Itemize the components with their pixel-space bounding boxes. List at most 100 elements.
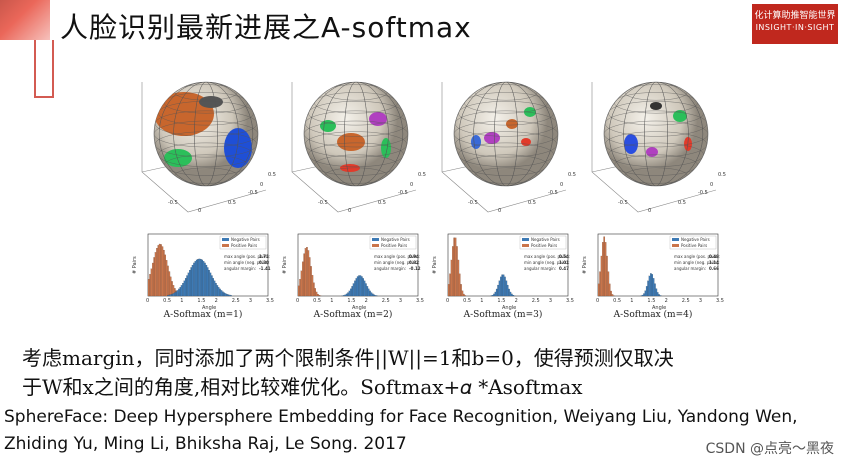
negative-pairs-bar <box>219 288 221 297</box>
sphere-tick-label: -0.5 <box>468 200 478 206</box>
latitude-line <box>158 142 254 167</box>
negative-pairs-bar <box>351 286 354 297</box>
negative-pairs-bar <box>189 269 191 297</box>
negative-pairs-bar <box>184 278 187 297</box>
x-tick-label: 0 <box>296 298 299 304</box>
negative-pairs-bar <box>191 264 194 297</box>
latitude-line <box>614 154 698 176</box>
legend-label: Negative Pairs <box>381 237 410 242</box>
stat-value: 0.82 <box>409 260 419 265</box>
legend-swatch <box>222 238 229 241</box>
sphere-tick-label: 0 <box>348 208 351 214</box>
negative-pairs-bar <box>212 278 214 297</box>
longitude-line <box>494 82 518 186</box>
negative-pairs-bar <box>216 285 219 297</box>
positive-pairs-bar <box>447 284 450 297</box>
panel-caption: A-Softmax (m=3) <box>463 310 543 320</box>
negative-pairs-bar <box>645 286 648 297</box>
positive-pairs-bar <box>318 295 321 297</box>
positive-pairs-bar <box>606 255 608 297</box>
latitude-line <box>308 142 404 167</box>
x-tick-label: 1.5 <box>197 298 205 304</box>
positive-pairs-bar <box>608 283 611 297</box>
stat-value: 1.71 <box>259 254 269 259</box>
sphere-tick-label: 0.5 <box>718 172 726 178</box>
stat-value: -0.12 <box>409 266 421 271</box>
stat-label: min angle (neg. pairs): <box>374 260 420 265</box>
negative-pairs-bar <box>179 287 182 297</box>
negative-pairs-bar <box>659 295 662 297</box>
class-cluster <box>320 120 336 132</box>
negative-pairs-bar <box>658 294 660 297</box>
class-cluster <box>646 147 658 157</box>
sphere-tick-label: 0.5 <box>678 200 686 206</box>
negative-pairs-bar <box>495 288 498 297</box>
stat-value: 0.47 <box>559 266 569 271</box>
negative-pairs-bar <box>204 262 206 297</box>
legend-swatch <box>372 244 379 247</box>
sphere-tick-label: -0.5 <box>398 190 408 196</box>
positive-pairs-bar <box>306 247 308 297</box>
class-cluster <box>521 138 531 146</box>
longitude-line <box>608 82 704 186</box>
positive-pairs-bar <box>149 274 151 297</box>
positive-pairs-bar <box>603 236 606 297</box>
positive-pairs-bar <box>452 246 454 297</box>
sphere-plot: -0.500.5-0.500.5 <box>591 81 726 214</box>
positive-pairs-bar <box>449 273 451 297</box>
reference-line-2: Zhiding Yu, Ming Li, Bhiksha Raj, Le Son… <box>4 434 407 454</box>
negative-pairs-bar <box>494 291 497 297</box>
negative-pairs-bar <box>230 295 232 297</box>
class-cluster <box>484 132 500 144</box>
negative-pairs-bar <box>169 294 172 297</box>
reference: SphereFace: Deep Hypersphere Embedding f… <box>4 404 844 458</box>
stat-value: 0.48 <box>709 254 719 259</box>
positive-pairs-bar <box>610 290 612 297</box>
x-axis-label: Angle <box>652 305 666 311</box>
class-cluster <box>624 134 638 154</box>
legend-swatch <box>222 244 229 247</box>
sphere-tick-label: 0.5 <box>568 172 576 178</box>
class-cluster <box>199 96 223 108</box>
positive-pairs-bar <box>602 242 604 297</box>
stat-label: angular margin: <box>374 266 406 271</box>
legend-label: Positive Pairs <box>531 243 557 248</box>
x-tick-label: 3.5 <box>716 298 724 304</box>
negative-pairs-bar <box>641 294 644 297</box>
figure: -0.5 0 0.5 -0.5 0 0.5 0 0.5 1 1.5 2 2.5 3 3.5 Angle # P… <box>128 62 728 332</box>
class-cluster <box>337 133 365 151</box>
negative-pairs-bar <box>506 284 509 297</box>
legend-label: Positive Pairs <box>681 243 707 248</box>
positive-pairs-bar <box>317 293 319 297</box>
negative-pairs-bar <box>498 280 501 297</box>
sphere-plot: -0.500.5-0.500.5 <box>441 81 576 214</box>
negative-pairs-bar <box>206 267 209 297</box>
sphere-tick-label: -0.5 <box>318 200 328 206</box>
positive-pairs-bar <box>461 290 464 297</box>
positive-pairs-bar <box>169 276 172 297</box>
negative-pairs-bar <box>493 293 495 297</box>
negative-pairs-bar <box>644 290 647 297</box>
negative-pairs-bar <box>227 294 230 297</box>
x-tick-label: 2.5 <box>532 298 540 304</box>
class-cluster <box>224 128 252 168</box>
sphere-tick-label: 0 <box>410 182 413 188</box>
negative-pairs-bar <box>213 280 216 297</box>
x-tick-label: 0 <box>446 298 449 304</box>
sphere-tick-label: -0.5 <box>168 200 178 206</box>
longitude-line <box>194 82 218 186</box>
negative-pairs-bar <box>348 290 351 297</box>
negative-pairs-bar <box>505 280 508 297</box>
figure-panel-3: -0.5 0 0.5 -0.5 0 0.5 0 0.5 1 1.5 2 2.5 3 3.5 Angle # P… <box>428 62 578 332</box>
figure-panel-2: -0.5 0 0.5 -0.5 0 0.5 0 0.5 1 1.5 2 2.5 3 3.5 Angle # P… <box>278 62 428 332</box>
negative-pairs-bar <box>345 293 348 297</box>
figure-panel-4: -0.5 0 0.5 -0.5 0 0.5 0 0.5 1 1.5 2 2.5 3 3.5 Angle # P… <box>578 62 728 332</box>
description-line-2: 于W和x之间的角度,相对比较难优化。Softmax+𝛼 *Asoftmax <box>22 375 583 399</box>
decorative-corner <box>0 0 50 40</box>
negative-pairs-bar <box>187 272 190 297</box>
negative-pairs-bar <box>365 283 367 297</box>
x-tick-label: 3 <box>549 298 552 304</box>
